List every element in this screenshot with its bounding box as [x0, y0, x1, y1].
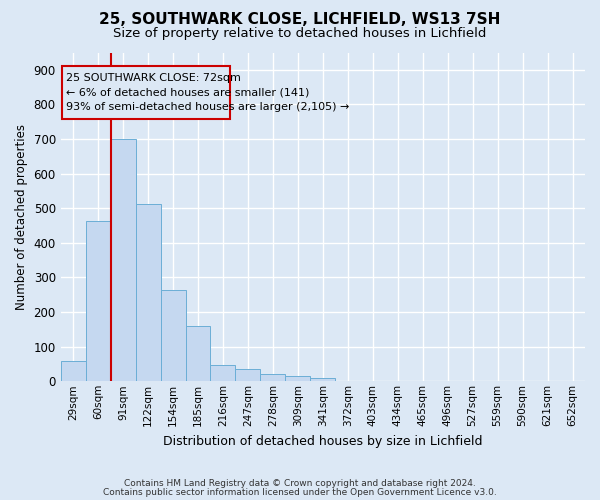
- Bar: [61, 361, 86, 382]
- Text: 25 SOUTHWARK CLOSE: 72sqm
← 6% of detached houses are smaller (141)
93% of semi-: 25 SOUTHWARK CLOSE: 72sqm ← 6% of detach…: [65, 73, 349, 112]
- Text: Contains public sector information licensed under the Open Government Licence v3: Contains public sector information licen…: [103, 488, 497, 497]
- Bar: [211, 364, 235, 382]
- Bar: [110, 139, 136, 382]
- Bar: [86, 222, 110, 382]
- FancyBboxPatch shape: [62, 66, 230, 119]
- Text: Size of property relative to detached houses in Lichfield: Size of property relative to detached ho…: [113, 28, 487, 40]
- Bar: [310, 378, 335, 382]
- Text: Contains HM Land Registry data © Crown copyright and database right 2024.: Contains HM Land Registry data © Crown c…: [124, 478, 476, 488]
- Bar: [286, 376, 310, 382]
- Bar: [235, 369, 260, 382]
- Text: 25, SOUTHWARK CLOSE, LICHFIELD, WS13 7SH: 25, SOUTHWARK CLOSE, LICHFIELD, WS13 7SH: [100, 12, 500, 26]
- Bar: [161, 290, 185, 382]
- Bar: [185, 326, 211, 382]
- X-axis label: Distribution of detached houses by size in Lichfield: Distribution of detached houses by size …: [163, 434, 482, 448]
- Bar: [136, 204, 161, 382]
- Bar: [260, 374, 286, 382]
- Y-axis label: Number of detached properties: Number of detached properties: [15, 124, 28, 310]
